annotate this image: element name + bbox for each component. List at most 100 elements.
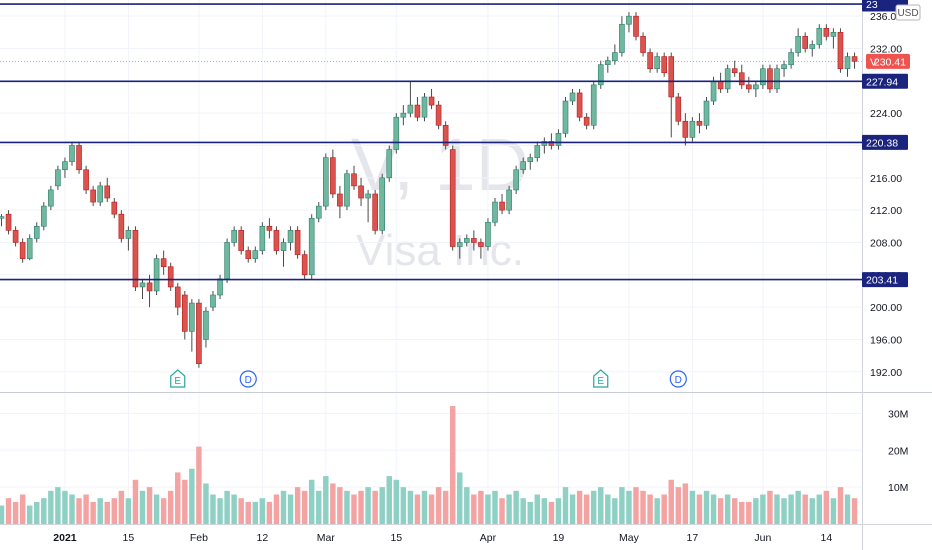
candle-body <box>520 161 527 171</box>
candle-body <box>224 242 230 280</box>
candle-body <box>816 27 823 45</box>
volume-bar <box>527 501 533 524</box>
time-tick-label: 15 <box>390 532 402 544</box>
volume-bar <box>12 501 19 524</box>
candle-body <box>315 205 322 219</box>
candle-body <box>146 282 153 292</box>
volume-bar <box>400 487 407 524</box>
volume-bar <box>414 494 421 524</box>
volume-bar <box>393 479 400 524</box>
time-tick-label: 19 <box>553 532 565 544</box>
volume-bar <box>280 490 287 524</box>
volume-bar <box>175 472 181 524</box>
dividend-marker-label: D <box>245 375 252 386</box>
candle-body <box>703 100 710 126</box>
volume-bar <box>478 490 484 524</box>
candle-body <box>471 238 477 243</box>
candle-body <box>485 221 491 247</box>
volume-bar <box>273 494 280 524</box>
volume-tick-label: 20M <box>888 445 908 457</box>
candle-body <box>513 169 519 191</box>
volume-bar <box>767 490 773 524</box>
volume-bar <box>386 476 392 524</box>
volume-bar <box>703 490 710 524</box>
price-tick-label: 224.00 <box>870 108 902 120</box>
currency-badge[interactable]: USD <box>895 4 921 21</box>
volume-bar <box>696 494 703 524</box>
candle-body <box>654 56 660 70</box>
volume-bar <box>583 494 590 524</box>
volume-bar <box>464 487 470 524</box>
currency-label: USD <box>897 8 918 19</box>
candle-body <box>139 282 146 288</box>
volume-bar <box>513 490 519 524</box>
volume-bar <box>823 490 830 524</box>
volume-bar <box>160 498 167 524</box>
volume-axis[interactable]: 30M 20M 10M <box>888 408 908 494</box>
volume-bar <box>5 498 12 524</box>
volume-bar <box>344 490 350 524</box>
volume-bar <box>48 490 54 524</box>
candle-body <box>372 193 378 231</box>
volume-bar <box>97 498 103 524</box>
candle-body <box>330 157 336 195</box>
volume-bar <box>633 487 639 524</box>
candle-body <box>767 68 773 90</box>
candle-body <box>322 157 329 207</box>
volume-bar <box>640 490 646 524</box>
volume-bar <box>231 494 237 524</box>
earnings-marker <box>170 369 186 388</box>
candle-body <box>337 193 343 207</box>
candle-body <box>428 96 435 106</box>
time-axis[interactable]: 2021 15 Feb 12 Mar 15 Apr 19 May 17 Jun 14 <box>53 532 832 544</box>
price-tick-label: 216.00 <box>870 173 902 185</box>
volume-bar <box>520 498 526 524</box>
candle-body <box>569 92 576 102</box>
candle-body <box>499 201 505 211</box>
candle-body <box>69 145 75 162</box>
candle-body <box>62 161 68 171</box>
candle-body <box>174 286 181 308</box>
candle-body <box>48 189 54 207</box>
candle-body <box>435 104 442 126</box>
candle-body <box>633 15 639 37</box>
candle-body <box>753 84 759 90</box>
earnings-marker <box>593 369 609 388</box>
candle-body <box>125 230 132 239</box>
volume-bar <box>647 494 653 524</box>
candle-body <box>661 56 668 74</box>
candle-body <box>252 250 259 259</box>
volume-bar <box>724 494 731 524</box>
candle-body <box>273 230 280 251</box>
candle-body <box>153 258 160 292</box>
dividend-marker-label: D <box>675 375 682 386</box>
time-tick-label: 17 <box>687 532 699 544</box>
volume-bar <box>442 490 449 524</box>
horizontal-levels[interactable] <box>0 3 862 281</box>
candle-body <box>696 120 703 126</box>
volume-bar <box>83 494 89 524</box>
level-label-bg <box>862 73 908 89</box>
candle-body <box>802 36 809 49</box>
time-tick-label: 15 <box>123 532 135 544</box>
dividend-marker <box>669 370 687 388</box>
volume-bar <box>294 487 301 524</box>
volume-bar <box>0 505 5 524</box>
candle-body <box>745 84 752 90</box>
candle-body <box>442 124 449 146</box>
candle-body <box>619 23 625 53</box>
candle-body <box>19 242 26 259</box>
candle-body <box>210 294 216 308</box>
candle-body <box>781 64 787 70</box>
volume-bar <box>435 487 442 524</box>
time-tick-label: Apr <box>480 532 497 544</box>
candle-body <box>196 302 202 365</box>
volume-bar <box>182 479 188 524</box>
candle-body <box>400 112 407 118</box>
price-tick-label: 196.00 <box>870 334 902 346</box>
candle-body <box>111 201 118 215</box>
volume-bar <box>132 479 139 524</box>
candle-body <box>647 52 653 70</box>
